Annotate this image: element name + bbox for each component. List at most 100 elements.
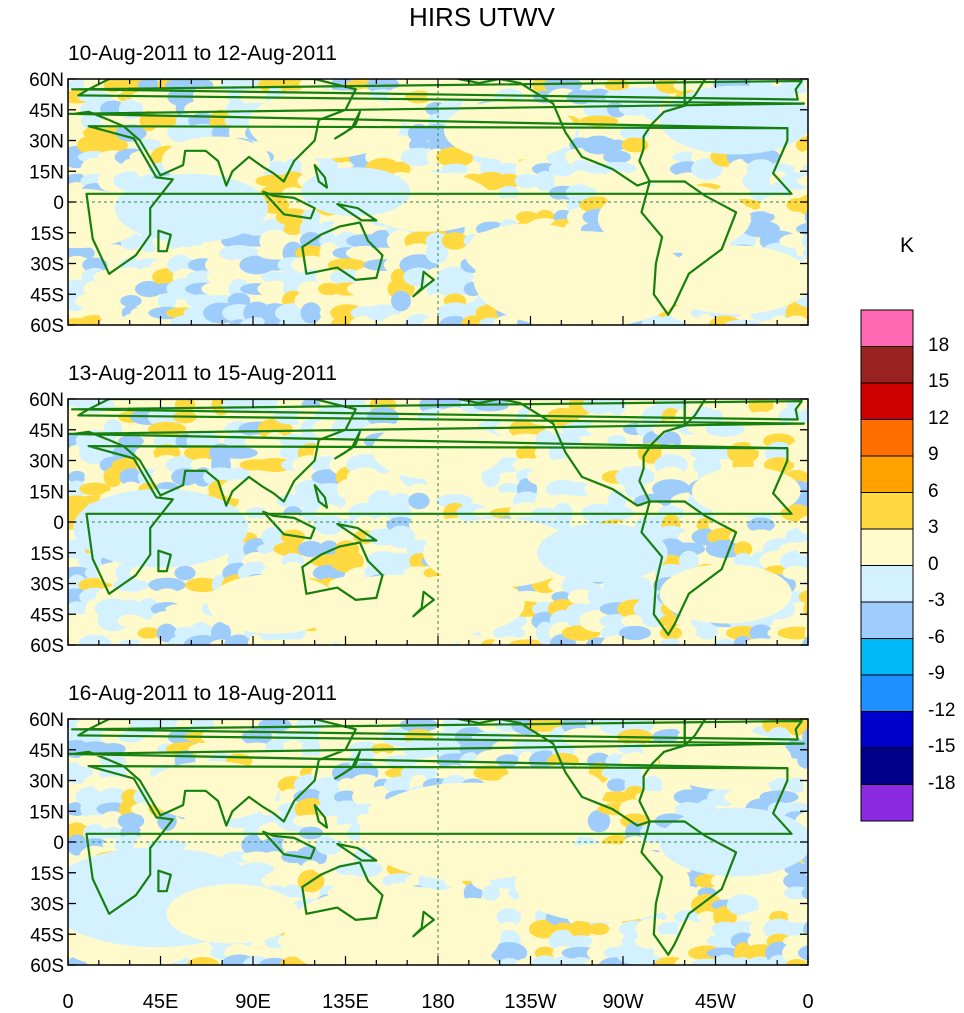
anomaly-contour <box>691 466 801 516</box>
coastline <box>313 164 329 189</box>
anomaly-contour <box>392 574 525 634</box>
anomaly-cell <box>113 578 149 592</box>
anomaly-cell <box>548 929 578 953</box>
anomaly-cell <box>803 600 808 618</box>
anomaly-cell <box>190 458 216 472</box>
colorbar-swatch <box>860 674 914 712</box>
anomaly-cell <box>312 490 346 512</box>
anomaly-cell <box>329 268 365 286</box>
anomaly-cell <box>278 317 308 325</box>
x-tick-label: 45W <box>695 991 736 1013</box>
x-tick-label: 90W <box>602 991 643 1013</box>
anomaly-cell <box>635 790 671 804</box>
anomaly-cell <box>499 445 519 461</box>
y-tick-label: 30S <box>30 255 64 276</box>
anomaly-cell <box>498 162 520 176</box>
anomaly-cell <box>543 494 583 508</box>
anomaly-cell <box>618 625 652 641</box>
colorbar-swatch <box>860 747 914 785</box>
anomaly-cell <box>514 173 540 189</box>
anomaly-cell <box>674 801 704 817</box>
anomaly-cell <box>797 945 808 961</box>
x-tick-label: 135E <box>322 991 369 1013</box>
anomaly-cell <box>259 229 291 253</box>
anomaly-cell <box>174 399 196 414</box>
y-tick-label: 0 <box>53 513 64 534</box>
y-tick-label: 0 <box>53 193 64 214</box>
anomaly-cell <box>220 479 258 499</box>
y-tick-label: 45N <box>29 101 64 122</box>
anomaly-cell <box>779 233 808 249</box>
anomaly-cell <box>473 765 509 781</box>
coastline <box>157 229 172 253</box>
anomaly-cell <box>733 541 753 557</box>
anomaly-cell <box>785 959 808 965</box>
anomaly-cell <box>186 957 220 965</box>
anomaly-cell <box>586 945 612 961</box>
anomaly-cell <box>352 222 378 236</box>
x-tick-label: 135W <box>504 991 556 1013</box>
coastline <box>70 719 803 741</box>
y-tick-label: 15S <box>30 224 64 245</box>
colorbar-label: 3 <box>928 517 939 538</box>
y-tick-label: 30N <box>29 772 64 793</box>
anomaly-cell <box>695 626 719 640</box>
anomaly-cell <box>797 553 808 569</box>
anomaly-cell <box>762 163 796 175</box>
anomaly-cell <box>313 776 345 794</box>
anomaly-cell <box>749 624 773 642</box>
anomaly-cell <box>407 483 431 495</box>
y-tick-label: 60N <box>29 390 64 411</box>
anomaly-cell <box>581 135 617 155</box>
anomaly-cell <box>567 589 595 605</box>
y-tick-label: 45N <box>29 421 64 442</box>
anomaly-cell <box>260 875 290 887</box>
anomaly-cell <box>330 549 364 573</box>
anomaly-cell <box>797 149 808 165</box>
anomaly-cell <box>544 432 582 450</box>
anomaly-cell <box>137 627 161 639</box>
anomaly-cell <box>316 295 342 307</box>
anomaly-cell <box>783 872 808 890</box>
anomaly-cell <box>384 553 418 569</box>
y-tick-label: 60N <box>29 70 64 91</box>
anomaly-cell <box>262 551 288 571</box>
colorbar-label: 15 <box>928 371 950 392</box>
anomaly-cell <box>673 909 705 925</box>
anomaly-cell <box>78 91 112 103</box>
anomaly-cell <box>803 89 808 105</box>
anomaly-cell <box>436 146 474 168</box>
anomaly-cell <box>797 175 808 187</box>
anomaly-contour <box>145 761 278 821</box>
anomaly-contour <box>161 136 271 186</box>
colorbar-label: -18 <box>928 772 956 794</box>
anomaly-cell <box>204 255 238 275</box>
coastline <box>412 910 435 938</box>
y-tick-label: 30S <box>30 895 64 916</box>
anomaly-cell <box>79 482 111 496</box>
anomaly-cell <box>313 515 345 535</box>
anomaly-cell <box>787 909 807 925</box>
anomaly-contour <box>301 167 411 217</box>
x-tick-label: 45E <box>143 991 179 1013</box>
coastline <box>336 522 378 542</box>
anomaly-cell <box>138 639 160 645</box>
anomaly-contour <box>372 420 504 480</box>
anomaly-cell <box>425 242 449 264</box>
coastline <box>85 764 793 915</box>
anomaly-cell <box>184 100 222 118</box>
anomaly-cell <box>99 278 127 300</box>
anomaly-cell <box>297 540 325 558</box>
coastline <box>457 79 686 187</box>
anomaly-cell <box>778 899 808 911</box>
anomaly-cell <box>367 406 399 428</box>
anomaly-cell <box>317 725 341 749</box>
y-tick-label: 60N <box>29 710 64 731</box>
anomaly-cell <box>797 752 808 770</box>
colorbar-label: -9 <box>928 663 945 684</box>
anomaly-cell <box>157 811 177 831</box>
anomaly-cell <box>257 280 293 298</box>
anomaly-cell <box>606 778 628 792</box>
y-tick-label: 30S <box>30 575 64 596</box>
coastline <box>157 869 172 893</box>
